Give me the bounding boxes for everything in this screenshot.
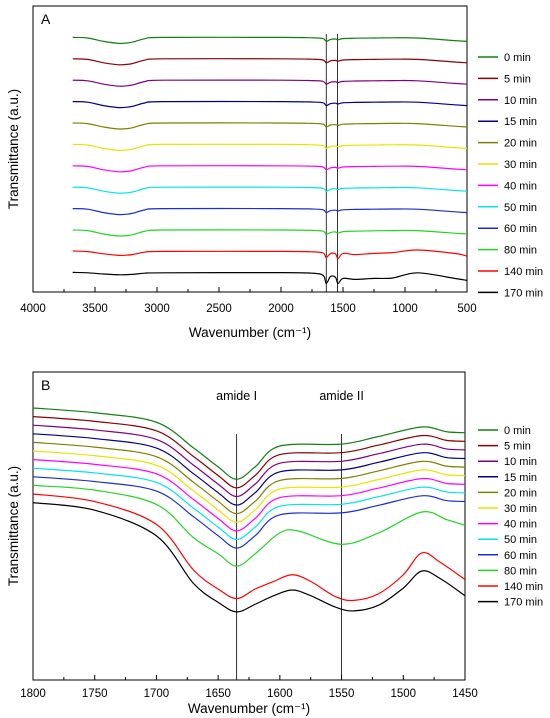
legend-label: 30 min bbox=[504, 503, 537, 515]
legend-label: 60 min bbox=[504, 223, 537, 235]
panel-label: A bbox=[41, 11, 51, 27]
series-line bbox=[33, 441, 465, 515]
x-tick-label: 3500 bbox=[82, 303, 108, 315]
x-tick-label: 1000 bbox=[392, 303, 418, 315]
series-line bbox=[33, 450, 465, 523]
plot-frame bbox=[32, 5, 468, 293]
series-line bbox=[72, 186, 467, 194]
series-line bbox=[33, 467, 465, 541]
series-line bbox=[72, 122, 467, 130]
chart-panel-a: A 4000 3500 3000 2500 2000 1500 1000 500 Wavenumb… bbox=[6, 5, 543, 340]
x-tick-label: 1450 bbox=[452, 688, 478, 700]
legend-label: 50 min bbox=[504, 202, 537, 214]
series-line bbox=[72, 58, 467, 66]
annotation-amide-i: amide I bbox=[216, 389, 257, 403]
annotation-amide-ii: amide II bbox=[319, 389, 363, 403]
x-tick-label: 3000 bbox=[144, 303, 170, 315]
legend-label: 40 min bbox=[504, 180, 537, 192]
series-line bbox=[33, 493, 465, 602]
legend-label: 170 min bbox=[504, 287, 543, 299]
legend-label: 5 min bbox=[504, 73, 531, 85]
legend-label: 140 min bbox=[504, 266, 543, 278]
x-tick-label: 1750 bbox=[82, 688, 108, 700]
series-line bbox=[33, 433, 465, 506]
legend-label: 0 min bbox=[504, 52, 531, 64]
legend-label: 50 min bbox=[504, 534, 537, 546]
legend-label: 80 min bbox=[504, 245, 537, 257]
x-tick-label: 500 bbox=[457, 303, 476, 315]
series-line bbox=[72, 249, 467, 260]
plot-frame bbox=[32, 371, 466, 681]
x-tick-label: 2500 bbox=[206, 303, 232, 315]
x-tick-label: 1500 bbox=[330, 303, 356, 315]
legend-label: 60 min bbox=[504, 550, 537, 562]
chart-panel-b: B 1800 1750 1700 1650 1600 1550 1500 1450 Wavenum… bbox=[6, 371, 543, 716]
series-line bbox=[72, 36, 467, 45]
series-line bbox=[33, 416, 465, 489]
x-tick-label: 1550 bbox=[329, 688, 355, 700]
legend-label: 0 min bbox=[504, 425, 531, 437]
legend-label: 20 min bbox=[504, 487, 537, 499]
legend-label: 40 min bbox=[504, 519, 537, 531]
y-axis-title: Transmittance (a.u.) bbox=[6, 89, 21, 209]
x-tick-label: 4000 bbox=[20, 303, 46, 315]
panel-label: B bbox=[41, 377, 50, 393]
x-tick-label: 1650 bbox=[205, 688, 231, 700]
series-line bbox=[33, 484, 465, 567]
series-line bbox=[72, 79, 467, 87]
series-line bbox=[33, 407, 465, 480]
series-line bbox=[72, 229, 467, 237]
x-tick-label: 1700 bbox=[144, 688, 170, 700]
x-tick-label: 2000 bbox=[268, 303, 294, 315]
series-line bbox=[33, 476, 465, 549]
series-line bbox=[33, 424, 465, 498]
x-tick-label: 1800 bbox=[20, 688, 46, 700]
x-axis-title: Wavenumber (cm⁻¹) bbox=[189, 325, 311, 340]
legend-label: 20 min bbox=[504, 138, 537, 150]
legend-label: 170 min bbox=[504, 597, 543, 609]
legend-label: 10 min bbox=[504, 456, 537, 468]
x-axis-title: Wavenumber (cm⁻¹) bbox=[188, 701, 310, 716]
legend-label: 10 min bbox=[504, 95, 537, 107]
series-line bbox=[72, 207, 467, 216]
y-axis-title: Transmittance (a.u.) bbox=[6, 466, 21, 586]
x-tick-label: 1600 bbox=[267, 688, 293, 700]
series-line bbox=[72, 165, 467, 173]
series-line bbox=[72, 143, 467, 152]
legend-label: 15 min bbox=[504, 472, 537, 484]
series-line bbox=[33, 502, 465, 613]
series-line bbox=[72, 271, 467, 284]
series-line bbox=[33, 459, 465, 532]
legend-label: 5 min bbox=[504, 441, 531, 453]
legend-label: 15 min bbox=[504, 116, 537, 128]
legend-label: 140 min bbox=[504, 581, 543, 593]
x-tick-label: 1500 bbox=[390, 688, 416, 700]
legend-label: 80 min bbox=[504, 565, 537, 577]
legend-label: 30 min bbox=[504, 159, 537, 171]
series-line bbox=[72, 100, 467, 109]
